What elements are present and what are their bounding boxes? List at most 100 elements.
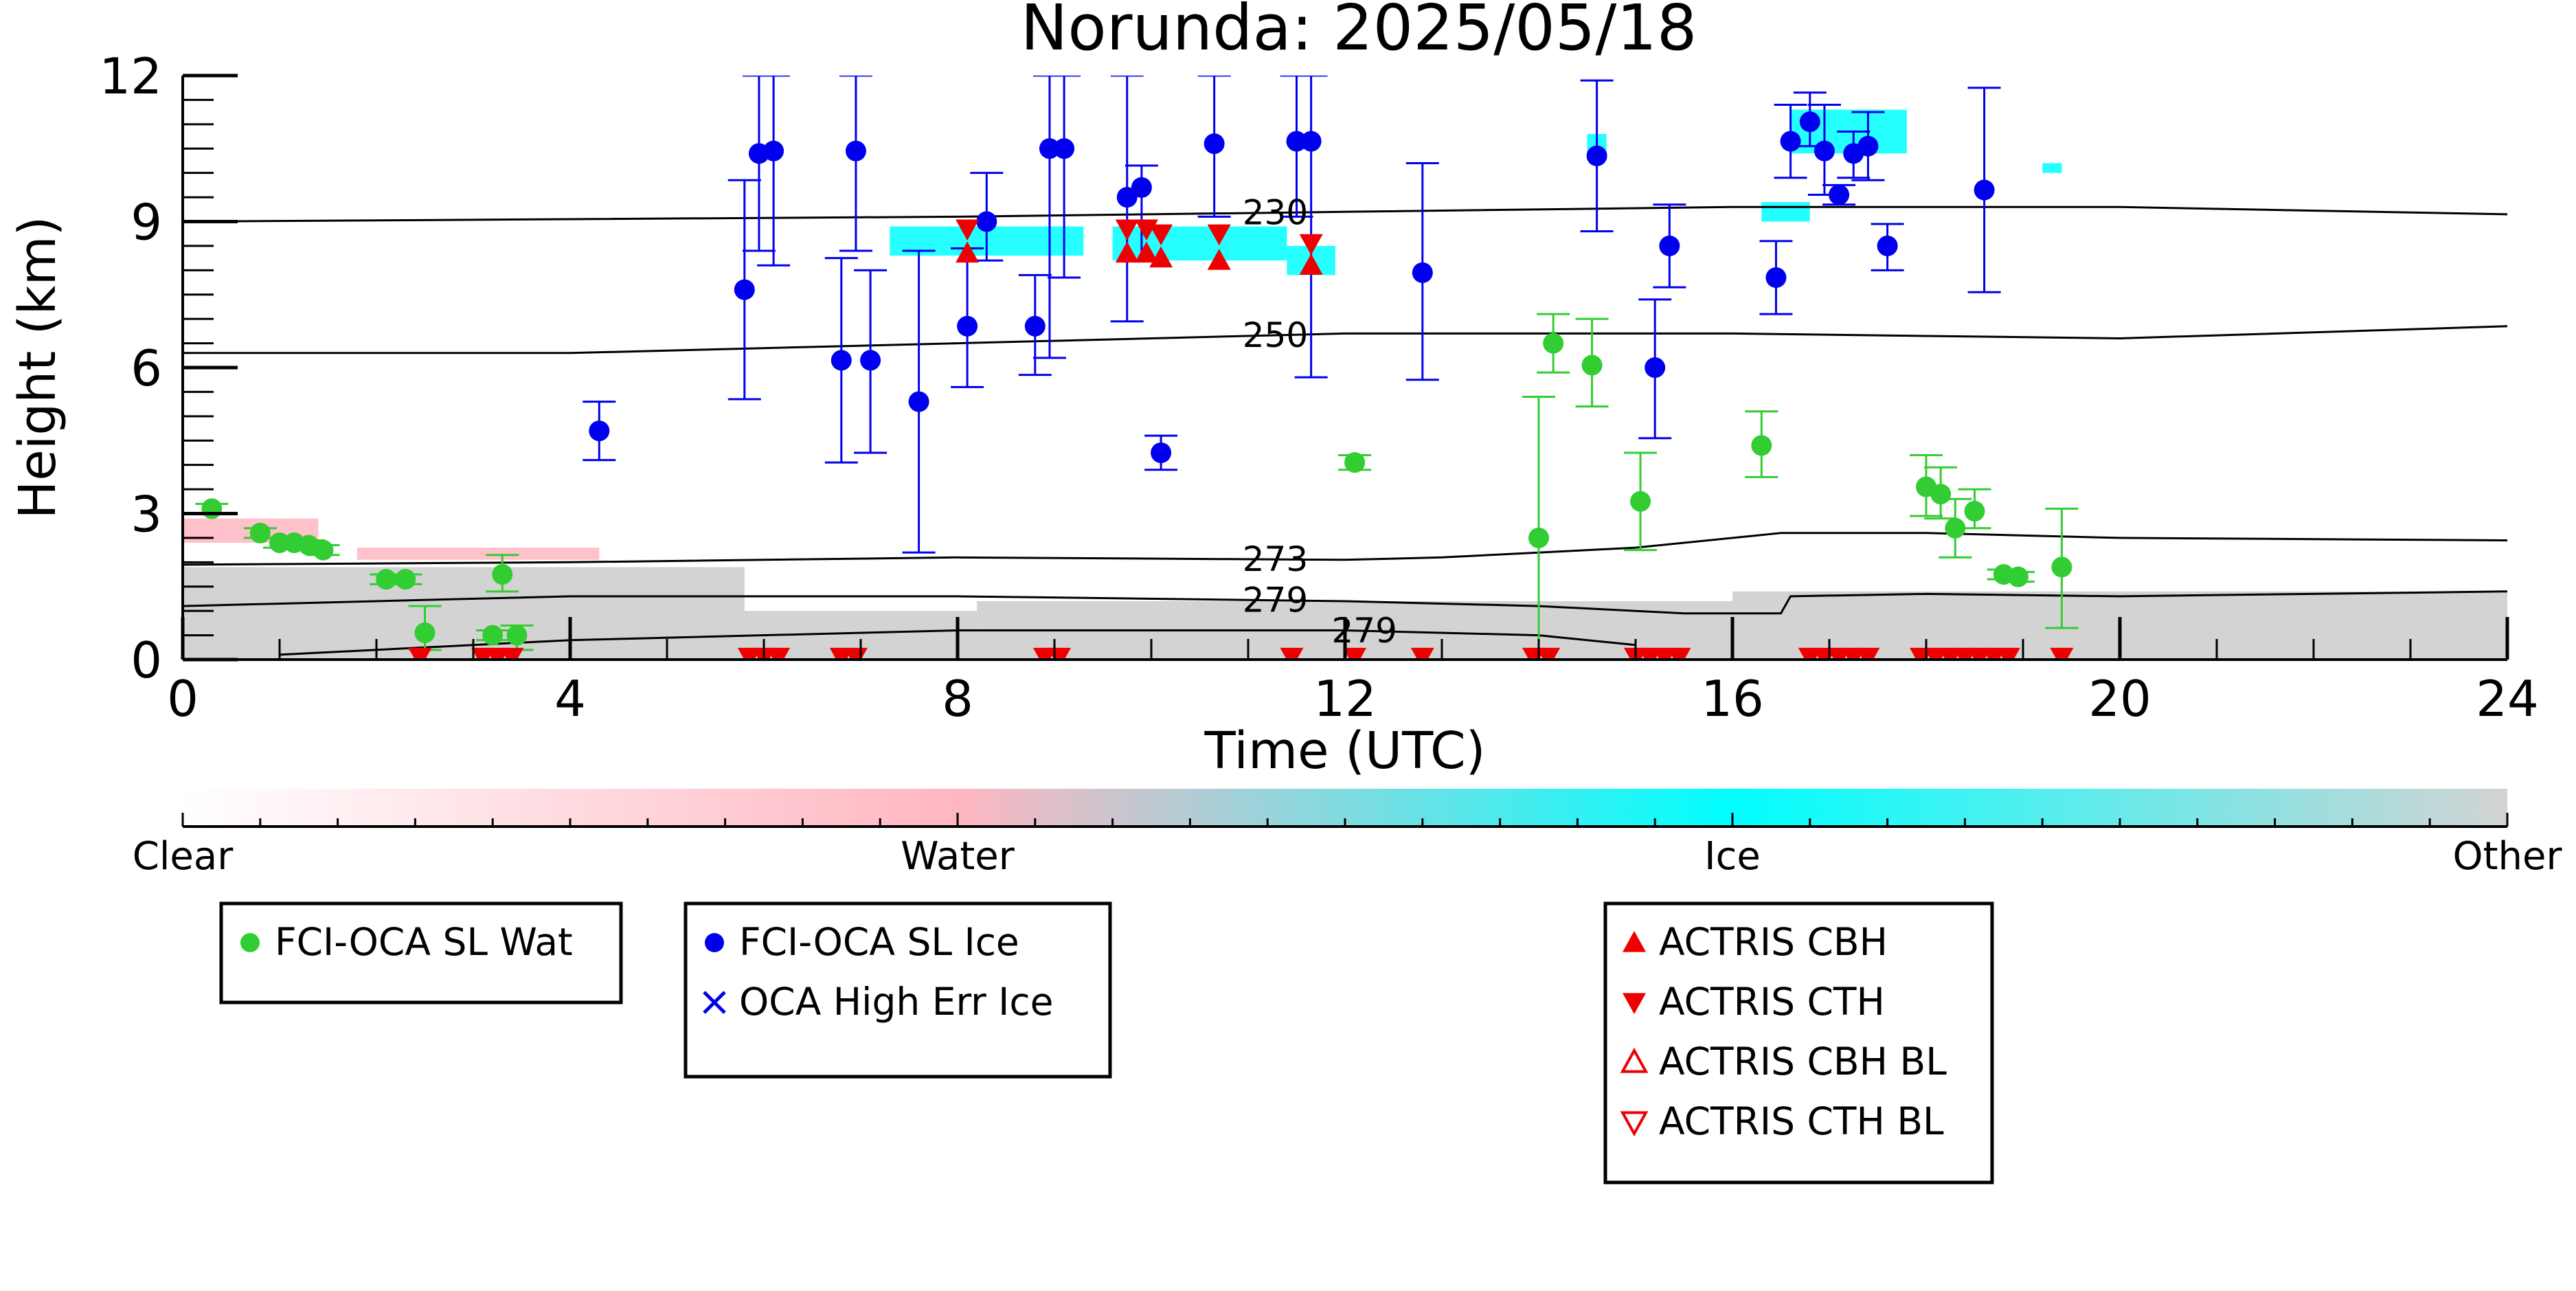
legend-1: FCI-OCA SL Wat — [219, 901, 623, 1004]
legend-box — [683, 901, 1112, 1079]
data-point — [506, 625, 528, 646]
legend-entry-label: OCA High Err Ice — [739, 980, 1053, 1024]
data-point — [1207, 224, 1231, 246]
data-point — [1024, 315, 1046, 337]
colorbar-label-water: Water — [901, 834, 1015, 879]
x-tick-label: 16 — [1701, 670, 1764, 728]
legend-3: ACTRIS CBH ACTRIS CTH ACTRIS CBH BL ACTRIS … — [1603, 901, 1994, 1185]
data-point — [1410, 647, 1434, 660]
data-point — [482, 625, 504, 646]
data-point — [1543, 333, 1564, 354]
y-tick-label: 12 — [99, 47, 162, 105]
data-point — [249, 522, 271, 543]
data-point — [408, 647, 432, 660]
error-bar — [1032, 76, 1066, 359]
data-point — [1537, 647, 1561, 660]
data-point — [860, 350, 881, 371]
data-point — [1645, 357, 1666, 378]
contour-label: 250 — [1243, 315, 1308, 355]
y-tick-label: 6 — [131, 339, 162, 397]
data-point — [589, 420, 610, 442]
data-point — [1204, 133, 1225, 155]
marker — [1623, 993, 1646, 1014]
legend-entry-label: FCI-OCA SL Wat — [275, 920, 573, 964]
data-point — [1765, 267, 1787, 288]
data-point — [1344, 452, 1366, 473]
data-point — [1857, 135, 1879, 157]
data-point — [1996, 647, 2020, 660]
x-tick-label: 24 — [2476, 670, 2539, 728]
data-point — [1586, 145, 1607, 166]
x-tick-label: 8 — [942, 670, 973, 728]
data-point — [2007, 566, 2029, 587]
data-point — [1300, 131, 1322, 152]
legend-box — [1603, 901, 1994, 1185]
data-point — [1930, 484, 1952, 505]
x-tick-label: 20 — [2088, 670, 2151, 728]
data-point — [1115, 219, 1139, 241]
data-point — [395, 569, 416, 590]
data-point — [1054, 138, 1075, 159]
data-point — [734, 279, 755, 300]
plot-area — [183, 76, 2507, 660]
data-point — [1630, 491, 1651, 512]
marker — [240, 933, 260, 952]
marker — [1620, 1047, 1649, 1073]
data-point — [1131, 177, 1152, 198]
legend-marker — [1623, 931, 1646, 952]
marker — [1620, 1111, 1649, 1137]
data-point — [1039, 138, 1060, 159]
error-bar — [839, 76, 872, 252]
y-tick-label: 9 — [131, 194, 162, 251]
x-tick-label: 4 — [554, 670, 586, 728]
error-bar — [1294, 76, 1328, 379]
classification-region-ice — [2042, 163, 2062, 173]
legend-box — [219, 901, 623, 1004]
data-point — [1780, 131, 1801, 152]
data-point — [1799, 111, 1820, 133]
legend-entry-label: ACTRIS CBH BL — [1659, 1040, 1947, 1084]
legend-marker — [703, 991, 726, 1014]
data-point — [1814, 140, 1835, 161]
contour-label: 279 — [1331, 611, 1397, 651]
x-axis-label: Time (UTC) — [1204, 721, 1485, 781]
marker — [705, 933, 724, 952]
data-point — [1115, 241, 1139, 263]
legend-2: FCI-OCA SL Ice OCA High Err Ice — [683, 901, 1112, 1079]
marker — [1623, 931, 1646, 952]
legend-entry-label: FCI-OCA SL Ice — [739, 920, 1019, 964]
data-point — [1151, 442, 1172, 463]
data-point — [831, 350, 852, 371]
error-bar — [1048, 76, 1081, 279]
data-point — [1964, 500, 1985, 521]
legend-marker — [240, 933, 260, 952]
legend-marker — [705, 933, 724, 952]
colorbar-label-other: Other — [2452, 834, 2562, 879]
data-point — [1343, 647, 1367, 660]
data-point — [376, 569, 397, 590]
data-point — [976, 211, 997, 232]
data-point — [313, 539, 334, 561]
classification-region-other — [183, 567, 745, 660]
contour-label: 273 — [1243, 539, 1308, 579]
series-actris-cbh — [956, 241, 1323, 275]
data-point — [845, 140, 866, 161]
data-point — [956, 219, 980, 241]
classification-region-ice — [1761, 202, 1810, 222]
data-point — [1528, 527, 1549, 548]
colorbar-label-ice: Ice — [1704, 834, 1761, 879]
data-point — [908, 391, 929, 412]
data-point — [957, 315, 978, 337]
data-point — [2050, 647, 2074, 660]
data-point — [767, 647, 791, 660]
chart-title: Norunda: 2025/05/18 — [1021, 0, 1697, 65]
data-point — [1134, 241, 1158, 263]
contour-line-250 — [183, 325, 2507, 355]
series-fci-oca-sl-ice — [583, 76, 2001, 554]
data-point — [1751, 435, 1772, 456]
series-fci-oca-sl-wat — [195, 313, 2079, 660]
data-point — [1829, 184, 1850, 205]
data-point — [1412, 262, 1433, 283]
y-axis-label: Height (km) — [8, 216, 67, 519]
